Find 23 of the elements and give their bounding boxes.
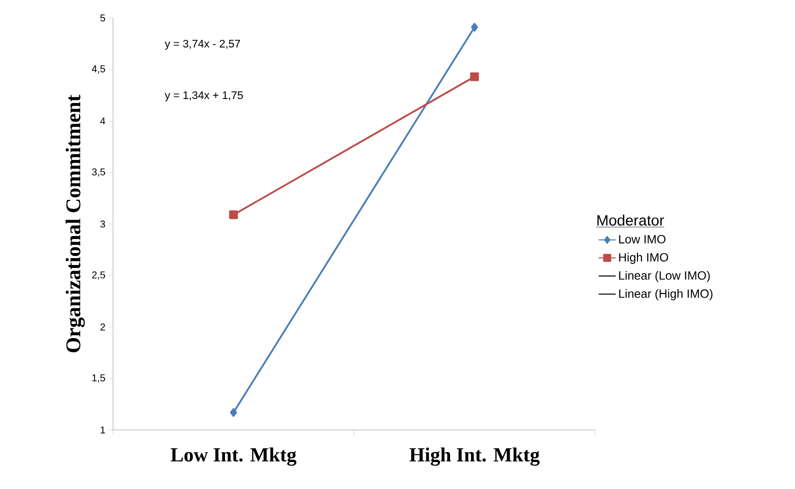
annotation: y = 3,74x - 2,57 [164,40,240,50]
y-tick-label: 1 [100,426,106,434]
y-axis-title: Organizational Commitment [66,94,85,352]
annotation: y = 1,34x + 1,75 [164,91,243,102]
x-tick-label: High Int. Mktg [410,448,540,466]
point [230,408,238,417]
y-tick-label: 3 [100,220,106,228]
y-tick-label: 5 [100,14,106,22]
point [470,22,478,32]
point [229,210,238,220]
y-tick-label: 2 [100,324,105,330]
y-tick-label: 3,5 [92,168,106,177]
legend-label: Linear (High IMO) [619,289,712,300]
y-tick-label: 4,5 [92,65,106,74]
y-tick-label: 1,5 [92,374,106,383]
x-tick-label: Low Int. Mktg [170,448,296,466]
legend-label: Low IMO [619,234,666,244]
legend-label: High IMO [619,252,668,264]
y-tick-label: 4 [100,118,106,124]
y-tick-label: 2,5 [92,271,106,280]
legend-title: Moderator [597,214,664,226]
legend-label: Linear (Low IMO) [619,270,710,282]
point [470,72,479,82]
